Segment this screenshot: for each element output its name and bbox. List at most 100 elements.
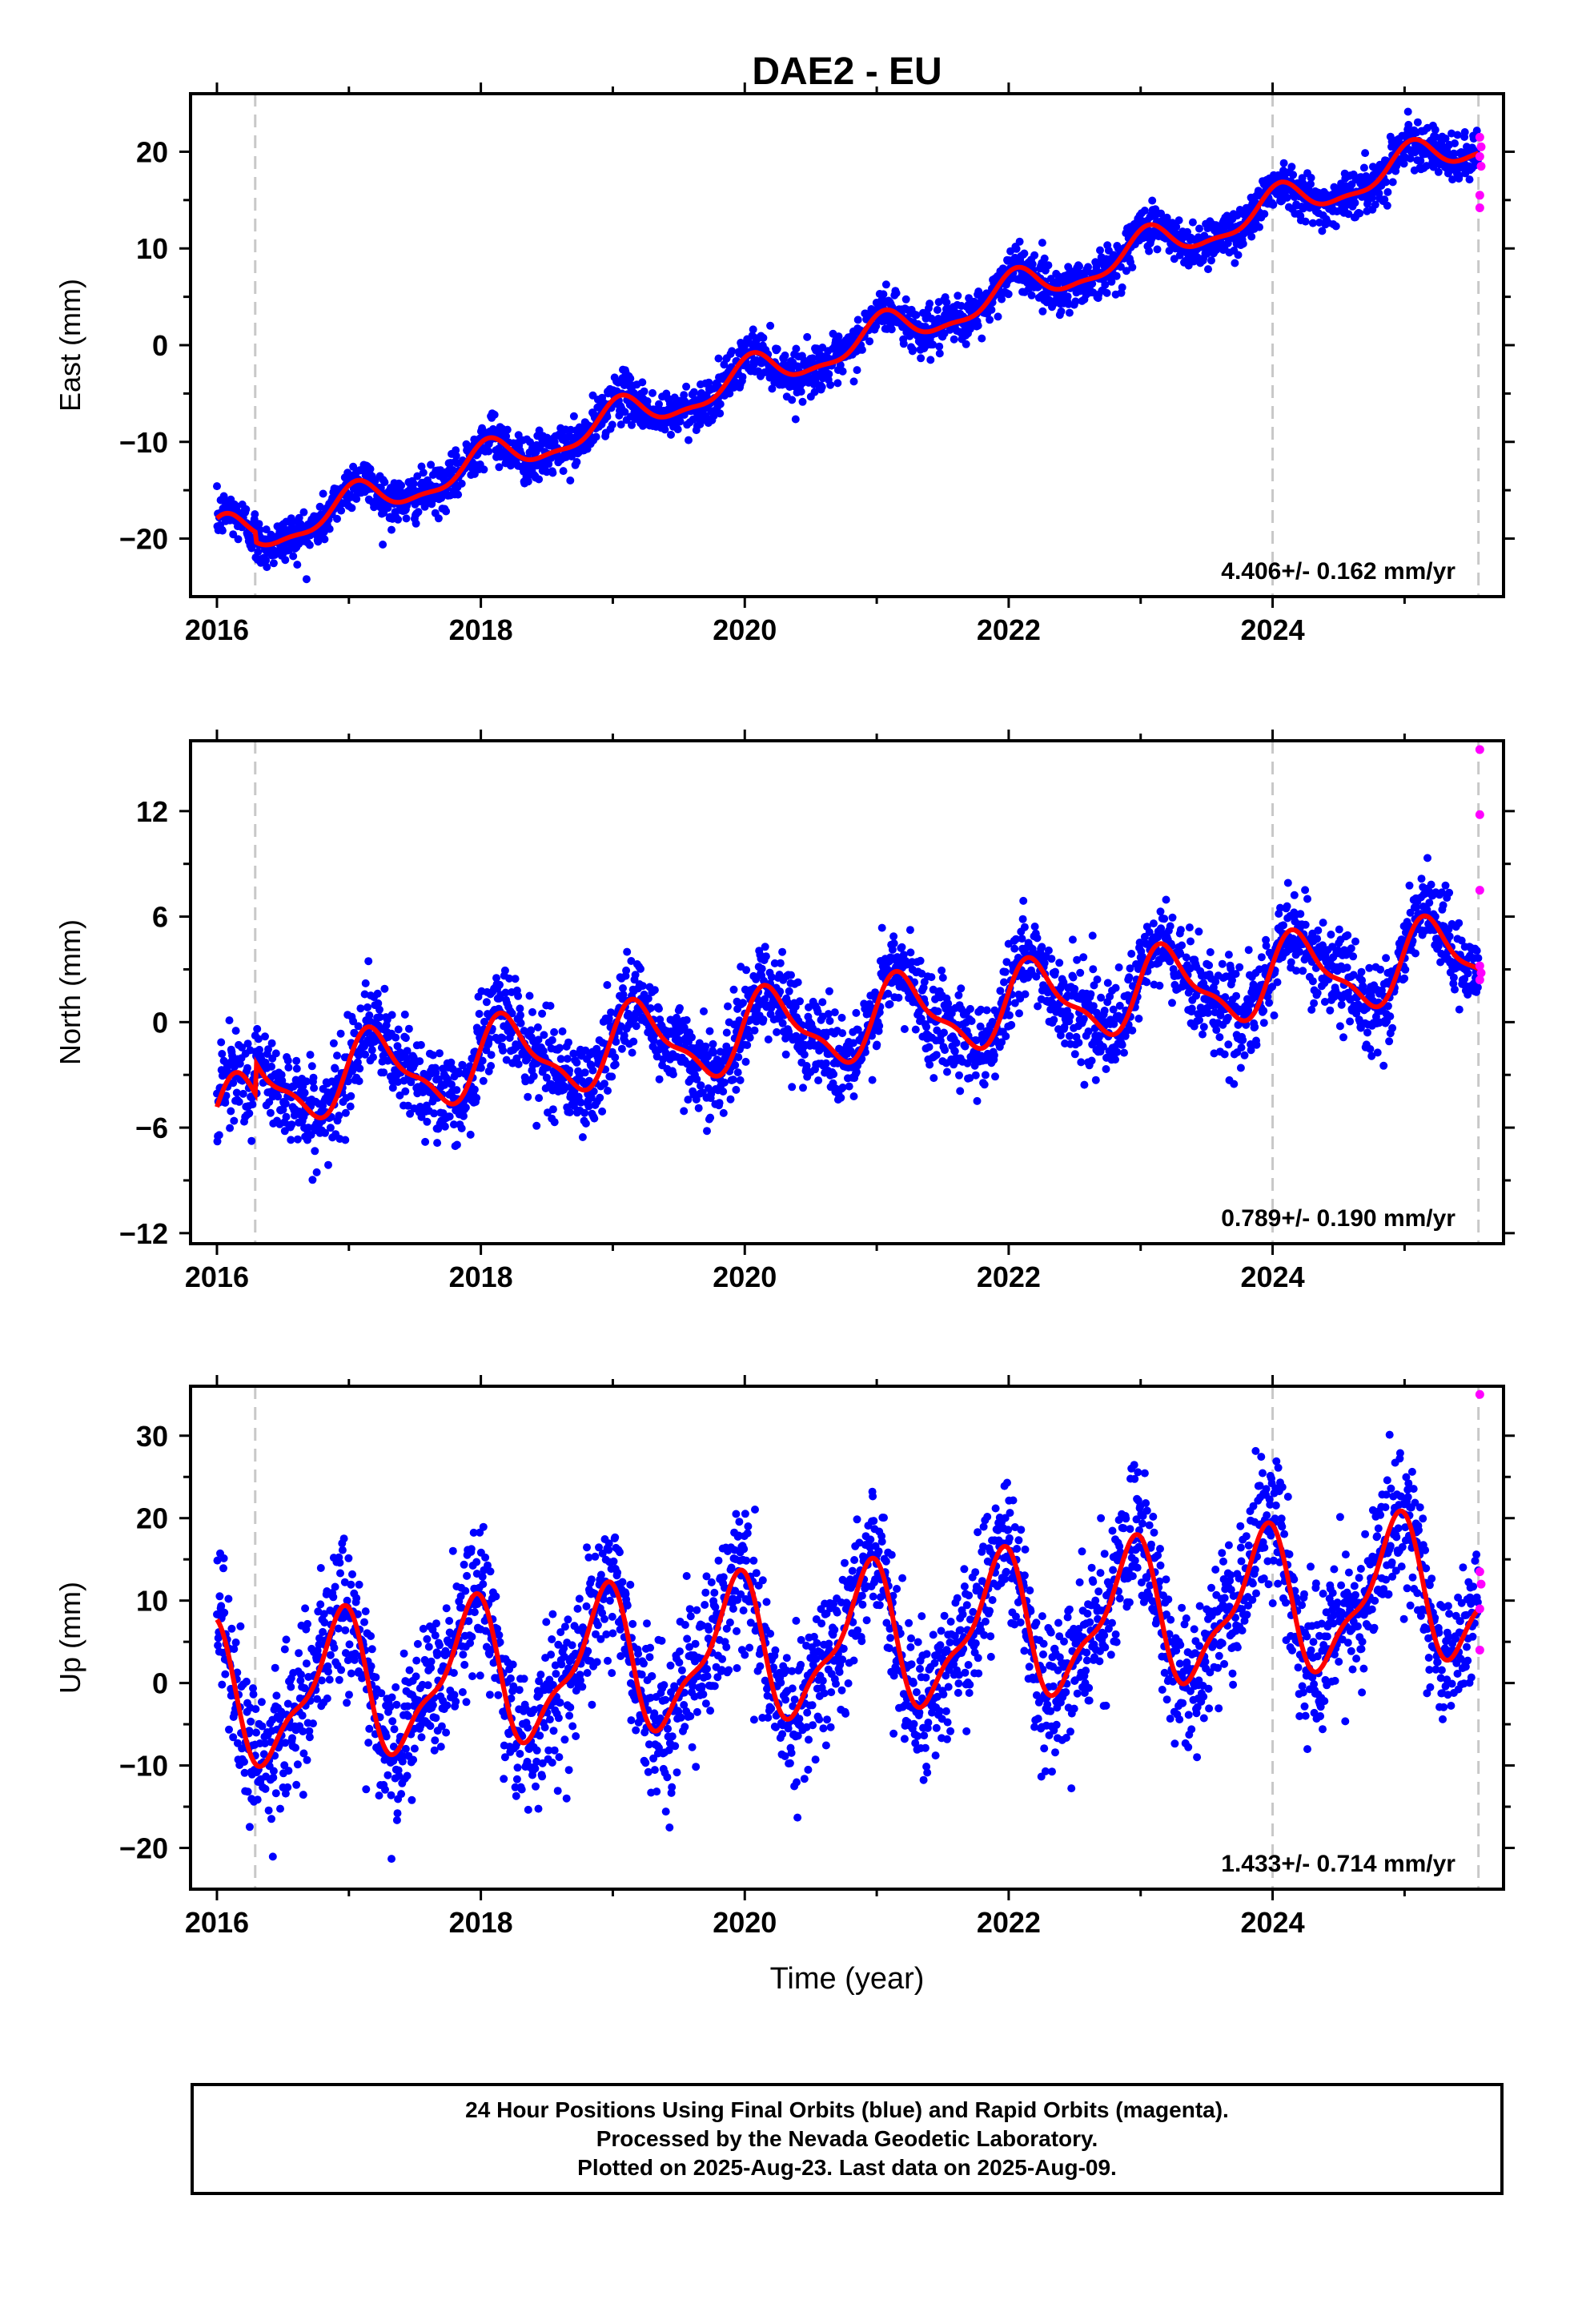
data-point xyxy=(966,1004,974,1013)
data-point xyxy=(374,999,383,1007)
data-point xyxy=(335,1112,343,1120)
data-point xyxy=(1212,1026,1221,1035)
data-point xyxy=(922,1023,931,1031)
data-point xyxy=(1308,219,1317,227)
data-point xyxy=(917,354,926,363)
data-point xyxy=(938,973,947,982)
data-point xyxy=(243,1063,251,1072)
data-point xyxy=(1038,943,1046,951)
data-point xyxy=(1077,1058,1086,1067)
data-point xyxy=(825,370,833,379)
data-point xyxy=(460,1112,468,1120)
data-point xyxy=(283,1056,292,1065)
data-point xyxy=(1005,1011,1014,1019)
data-point xyxy=(404,1024,413,1033)
data-point xyxy=(643,397,652,405)
data-point xyxy=(302,575,311,584)
data-point xyxy=(628,420,636,429)
data-point xyxy=(680,1107,689,1116)
data-point xyxy=(1260,210,1269,219)
data-point xyxy=(360,1042,368,1051)
data-point xyxy=(1206,948,1215,956)
data-point xyxy=(331,1064,339,1073)
data-point xyxy=(1449,149,1458,158)
data-point xyxy=(814,1076,823,1085)
data-point xyxy=(649,1036,658,1045)
data-point xyxy=(1382,178,1391,187)
data-point xyxy=(781,1050,790,1059)
data-point xyxy=(1111,983,1120,992)
data-point xyxy=(366,464,375,473)
data-point xyxy=(930,1074,938,1083)
data-point xyxy=(994,312,1002,321)
data-point xyxy=(496,980,504,989)
data-point xyxy=(564,1038,572,1047)
data-point xyxy=(838,1029,847,1038)
data-point xyxy=(245,1109,254,1118)
data-point xyxy=(524,1092,532,1101)
data-point xyxy=(432,1068,440,1077)
data-point xyxy=(492,974,500,983)
data-point xyxy=(231,1027,240,1035)
data-point xyxy=(892,289,901,297)
data-point xyxy=(1388,178,1397,187)
data-point xyxy=(1027,291,1036,300)
data-point xyxy=(267,1062,275,1071)
data-point xyxy=(853,366,861,375)
data-point xyxy=(1090,981,1098,990)
data-point xyxy=(1001,967,1010,976)
data-point xyxy=(1443,148,1452,157)
data-point xyxy=(724,1002,732,1011)
data-point xyxy=(1188,218,1197,227)
data-point xyxy=(380,984,389,993)
data-point xyxy=(685,436,693,444)
data-point xyxy=(300,1088,309,1097)
data-point xyxy=(421,1137,430,1146)
data-point xyxy=(262,556,271,565)
data-point xyxy=(548,1105,557,1114)
data-point xyxy=(1344,210,1353,219)
data-point xyxy=(490,410,499,419)
data-point xyxy=(752,1017,761,1026)
data-point xyxy=(540,1031,548,1039)
data-point xyxy=(383,504,392,513)
data-point xyxy=(655,400,663,408)
data-point xyxy=(1199,1030,1207,1039)
data-point xyxy=(1351,199,1359,207)
data-point xyxy=(1107,277,1116,286)
data-point xyxy=(1160,915,1169,923)
data-point xyxy=(1145,247,1154,255)
data-point xyxy=(419,468,428,477)
model-fit-line xyxy=(215,136,1480,548)
data-point xyxy=(572,457,581,466)
data-point xyxy=(1114,963,1123,971)
data-point xyxy=(818,998,827,1007)
data-point xyxy=(229,1079,238,1088)
data-point xyxy=(542,1073,551,1082)
data-point xyxy=(514,991,523,1000)
data-point xyxy=(887,325,896,334)
data-point xyxy=(302,1077,311,1086)
data-point xyxy=(1040,254,1049,263)
data-point xyxy=(956,1087,965,1096)
data-point xyxy=(1175,251,1184,259)
data-point xyxy=(559,467,568,476)
data-point xyxy=(628,1048,636,1057)
data-point xyxy=(1204,1008,1212,1017)
data-point xyxy=(976,1022,985,1031)
data-point xyxy=(1056,1031,1065,1039)
data-point xyxy=(1187,1004,1196,1013)
data-point xyxy=(917,1014,926,1023)
data-point xyxy=(457,479,466,488)
data-point xyxy=(935,342,944,351)
data-point xyxy=(1103,979,1112,987)
data-point xyxy=(889,939,898,947)
data-point xyxy=(248,1100,257,1109)
data-point xyxy=(565,1066,574,1075)
data-point xyxy=(1234,251,1243,259)
data-point xyxy=(1157,209,1166,218)
data-point xyxy=(360,990,369,999)
data-point xyxy=(580,1108,589,1117)
data-point xyxy=(706,1113,715,1122)
data-point xyxy=(312,1168,321,1176)
